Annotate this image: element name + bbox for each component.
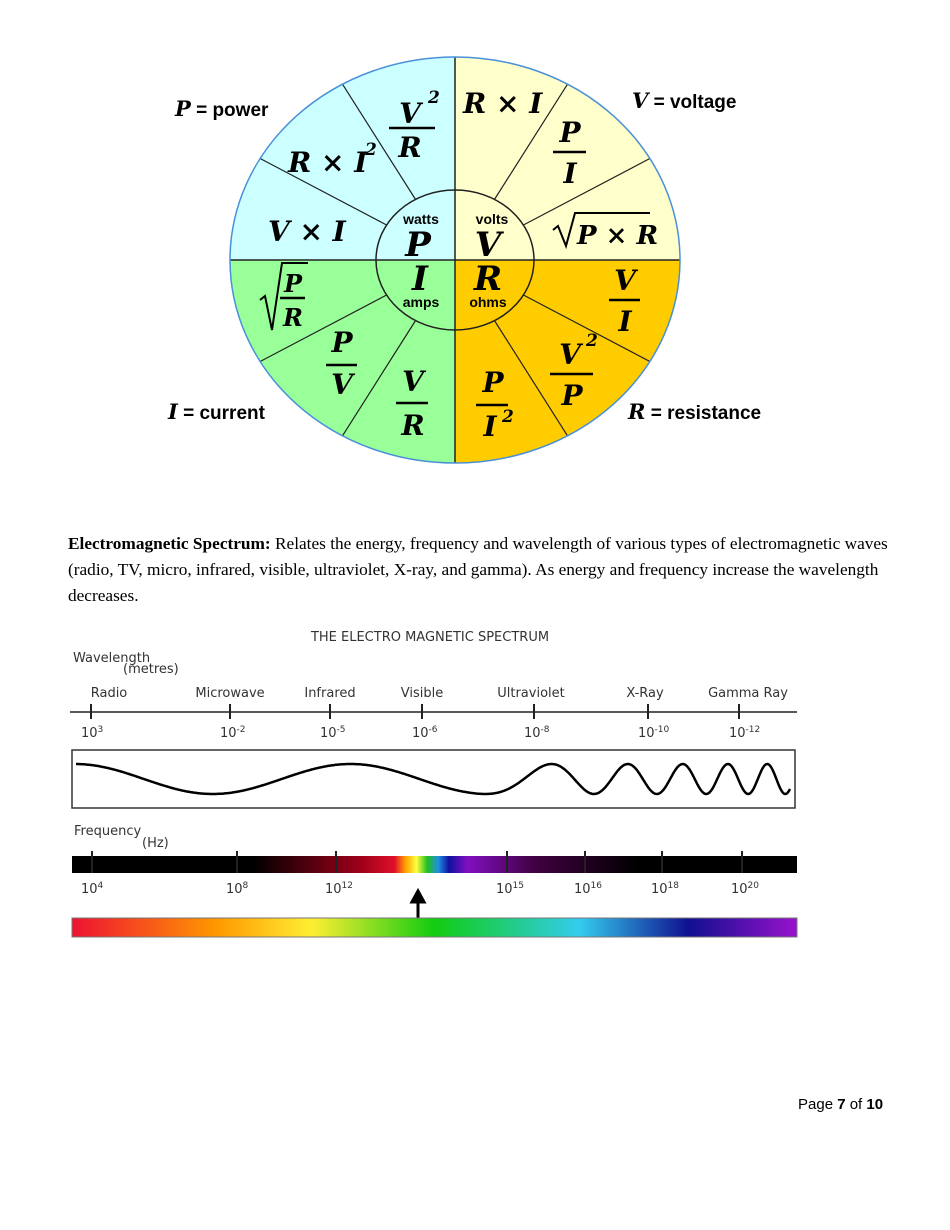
wavelength-tick-label: 10-12 [729, 725, 760, 741]
sector-divider [259, 294, 387, 363]
band-label: Ultraviolet [497, 686, 565, 701]
frequency-label: Frequency [74, 824, 141, 839]
band-label: Infrared [304, 686, 355, 701]
svg-text:R: R [400, 409, 424, 442]
band-label: Visible [401, 686, 443, 701]
formula-p-over-v: P V [326, 326, 357, 401]
svg-text:2: 2 [427, 88, 440, 108]
wavelength-tick-label: 10-6 [412, 725, 438, 741]
wheel-outline [229, 56, 681, 464]
legend-voltage: V = voltage [632, 88, 736, 113]
sector-divider [493, 83, 569, 200]
quadrant-power [230, 57, 455, 260]
spectrum-title: THE ELECTRO MAGNETIC SPECTRUM [310, 630, 549, 645]
svg-text:P: P [330, 326, 353, 359]
inner-circle [375, 189, 535, 331]
svg-text:I: I [562, 157, 577, 190]
sector-divider [523, 157, 651, 226]
sector-divider [259, 157, 387, 226]
svg-text:R × I: R × I [287, 146, 368, 179]
wavelength-tick-label: 10-2 [220, 725, 246, 741]
center-resistance-symbol: R [473, 259, 502, 299]
frequency-unit: (Hz) [142, 836, 169, 851]
band-label: Radio [91, 686, 128, 701]
svg-text:P: P [481, 366, 504, 399]
svg-text:V: V [614, 264, 639, 297]
svg-text:V: V [331, 368, 356, 401]
sector-divider [493, 320, 569, 437]
legend-power: P = power [174, 96, 269, 121]
frequency-tick-label: 1015 [496, 881, 524, 897]
svg-text:P: P [560, 379, 583, 412]
legend-resistance: R = resistance [627, 399, 761, 424]
svg-text:I: I [617, 305, 632, 338]
formula-v-squared-over-r: V 2 R [389, 88, 440, 164]
em-spectrum-paragraph: Electromagnetic Spectrum: Relates the en… [68, 531, 888, 609]
formula-sqrt-p-over-r: P R [259, 262, 308, 332]
svg-text:V: V [402, 365, 427, 398]
center-power-symbol: P [404, 225, 432, 265]
unit-ohms: ohms [469, 294, 507, 310]
frequency-bar [72, 856, 797, 873]
unit-amps: amps [403, 294, 440, 310]
frequency-tick-label: 104 [81, 881, 104, 897]
page-footer: Page 7 of 10 [798, 1096, 884, 1113]
formula-p-over-i: P I [553, 116, 586, 190]
formula-v-times-i: V × I [268, 215, 347, 248]
band-label: X-Ray [626, 686, 664, 701]
wavelength-tick-label: 10-5 [320, 725, 346, 741]
formula-p-over-i-squared: P I 2 [476, 366, 514, 443]
power-wheel-diagram: P = power V = voltage I = current R = re… [167, 56, 761, 464]
formula-r-times-i: R × I [462, 87, 543, 120]
frequency-tick-label: 1018 [651, 881, 679, 897]
unit-volts: volts [476, 211, 509, 227]
svg-text:R: R [397, 131, 421, 164]
visible-spectrum-bar [71, 917, 798, 938]
svg-text:P: P [283, 269, 303, 298]
wavelength-tick-label: 10-10 [638, 725, 670, 741]
sector-divider [523, 294, 651, 363]
frequency-tick-label: 1020 [731, 881, 759, 897]
svg-text:2: 2 [501, 407, 514, 427]
quadrant-voltage [455, 57, 680, 260]
svg-text:V: V [399, 97, 424, 130]
svg-text:P × R: P × R [576, 221, 658, 251]
formula-sqrt-p-times-r: P × R [552, 212, 658, 251]
frequency-tick-label: 1012 [325, 881, 353, 897]
paragraph-body: Relates the energy, frequency and wavele… [68, 534, 888, 605]
page-current: 7 [837, 1096, 846, 1113]
svg-text:R: R [282, 303, 303, 332]
center-current-symbol: I [411, 259, 429, 299]
wavelength-tick-label: 103 [81, 725, 103, 741]
legend-current: I = current [167, 399, 266, 424]
unit-watts: watts [402, 211, 439, 227]
quadrant-resistance [455, 260, 680, 463]
formula-r-times-i-squared: R × I 2 [287, 140, 377, 179]
band-label: Microwave [195, 686, 264, 701]
page-total: 10 [866, 1096, 884, 1113]
wavelength-label: Wavelength [73, 651, 150, 666]
formula-v-squared-over-p: V 2 P [550, 331, 598, 412]
svg-text:I: I [482, 410, 497, 443]
wave-line [76, 762, 792, 796]
paragraph-heading: Electromagnetic Spectrum: [68, 534, 271, 553]
svg-text:2: 2 [585, 331, 598, 351]
visible-arrow-icon [409, 887, 427, 924]
formula-v-over-i: V I [609, 264, 640, 338]
sector-divider [341, 83, 417, 200]
sector-divider [341, 320, 417, 437]
frequency-tick-label: 108 [226, 881, 249, 897]
wave-box [71, 749, 796, 809]
svg-text:P: P [558, 116, 581, 149]
quadrant-current [230, 260, 455, 463]
frequency-tick-label: 1016 [574, 881, 602, 897]
svg-text:2: 2 [364, 140, 377, 160]
wavelength-unit: (metres) [123, 662, 179, 677]
formula-v-over-r: V R [396, 365, 428, 442]
wavelength-tick-label: 10-8 [524, 725, 550, 741]
center-voltage-symbol: V [475, 225, 505, 265]
band-label: Gamma Ray [708, 686, 788, 701]
svg-text:V: V [559, 338, 584, 371]
